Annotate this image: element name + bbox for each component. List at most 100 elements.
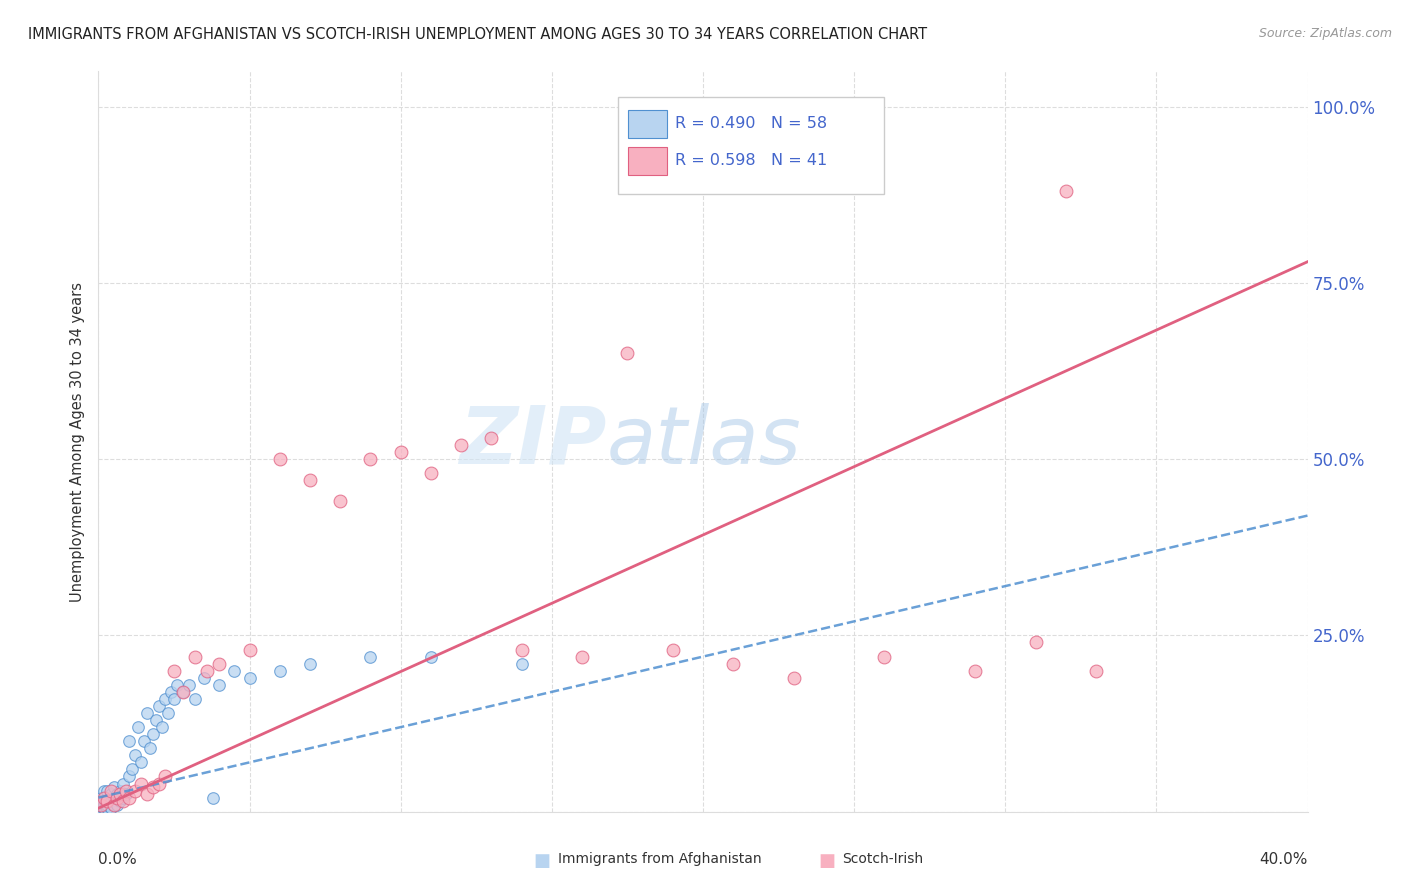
Point xyxy=(111,790,134,805)
Point xyxy=(142,780,165,794)
Point xyxy=(1024,635,1046,649)
Point xyxy=(108,794,131,808)
Point xyxy=(184,649,207,664)
Point xyxy=(100,801,122,815)
Point xyxy=(129,756,152,770)
Point xyxy=(163,692,186,706)
Point xyxy=(114,783,136,797)
Point xyxy=(93,797,115,812)
Point xyxy=(450,438,472,452)
Point xyxy=(93,790,115,805)
Point xyxy=(269,664,291,678)
Point xyxy=(965,664,987,678)
Point xyxy=(148,698,170,713)
Point xyxy=(160,685,183,699)
Point xyxy=(723,657,745,671)
Point xyxy=(103,790,125,805)
Point xyxy=(193,671,215,685)
Text: Scotch-Irish: Scotch-Irish xyxy=(842,853,924,866)
Point xyxy=(111,776,134,790)
Point xyxy=(299,657,322,671)
Point xyxy=(208,678,231,692)
Point xyxy=(100,783,122,797)
Point xyxy=(93,801,115,815)
Text: 40.0%: 40.0% xyxy=(1260,853,1308,867)
Point xyxy=(124,783,146,797)
Point xyxy=(299,473,322,487)
Point xyxy=(202,790,225,805)
Point xyxy=(91,794,114,808)
Point xyxy=(105,790,128,805)
Point xyxy=(108,787,131,801)
Point xyxy=(195,664,218,678)
Point xyxy=(510,657,533,671)
Point xyxy=(114,787,136,801)
Text: R = 0.598   N = 41: R = 0.598 N = 41 xyxy=(675,153,828,169)
Point xyxy=(129,776,152,790)
Text: R = 0.490   N = 58: R = 0.490 N = 58 xyxy=(675,117,827,131)
Point xyxy=(100,794,122,808)
Point xyxy=(163,664,186,678)
Point xyxy=(132,734,155,748)
Point xyxy=(239,642,262,657)
Point xyxy=(389,445,412,459)
FancyBboxPatch shape xyxy=(628,110,666,138)
Point xyxy=(111,794,134,808)
Point xyxy=(103,797,125,812)
Point xyxy=(127,720,149,734)
Point xyxy=(90,797,112,812)
Point xyxy=(153,692,176,706)
Point xyxy=(93,783,115,797)
Point xyxy=(90,797,112,812)
FancyBboxPatch shape xyxy=(619,97,884,194)
Text: IMMIGRANTS FROM AFGHANISTAN VS SCOTCH-IRISH UNEMPLOYMENT AMONG AGES 30 TO 34 YEA: IMMIGRANTS FROM AFGHANISTAN VS SCOTCH-IR… xyxy=(28,27,927,42)
Point xyxy=(96,801,118,815)
Point xyxy=(184,692,207,706)
Point xyxy=(360,452,382,467)
Text: atlas: atlas xyxy=(606,402,801,481)
Point xyxy=(96,794,118,808)
Point xyxy=(661,642,683,657)
Point xyxy=(166,678,188,692)
Point xyxy=(360,649,382,664)
Point xyxy=(156,706,179,720)
Point xyxy=(153,769,176,783)
Point xyxy=(105,787,128,801)
Point xyxy=(510,642,533,657)
Point xyxy=(105,797,128,812)
Point xyxy=(873,649,896,664)
Point xyxy=(420,649,443,664)
Point xyxy=(96,783,118,797)
Point xyxy=(239,671,262,685)
Point xyxy=(139,741,162,756)
Point xyxy=(783,671,806,685)
Point xyxy=(1085,664,1108,678)
Point xyxy=(150,720,173,734)
Point xyxy=(172,685,194,699)
Point xyxy=(103,780,125,794)
Text: 0.0%: 0.0% xyxy=(98,853,138,867)
Point xyxy=(100,787,122,801)
Point xyxy=(145,713,167,727)
Point xyxy=(481,431,503,445)
Point xyxy=(108,783,131,797)
Point xyxy=(135,787,157,801)
Text: Source: ZipAtlas.com: Source: ZipAtlas.com xyxy=(1258,27,1392,40)
Point xyxy=(142,727,165,741)
Y-axis label: Unemployment Among Ages 30 to 34 years: Unemployment Among Ages 30 to 34 years xyxy=(70,282,86,601)
FancyBboxPatch shape xyxy=(628,147,666,175)
Point xyxy=(329,494,352,508)
Point xyxy=(118,790,141,805)
Point xyxy=(616,346,638,360)
Point xyxy=(93,790,115,805)
Point xyxy=(224,664,246,678)
Point xyxy=(96,790,118,805)
Point xyxy=(135,706,157,720)
Point xyxy=(89,801,111,815)
Text: ■: ■ xyxy=(534,853,551,871)
Text: ZIP: ZIP xyxy=(458,402,606,481)
Point xyxy=(1054,184,1077,198)
Point xyxy=(172,685,194,699)
Point xyxy=(179,678,201,692)
Point xyxy=(208,657,231,671)
